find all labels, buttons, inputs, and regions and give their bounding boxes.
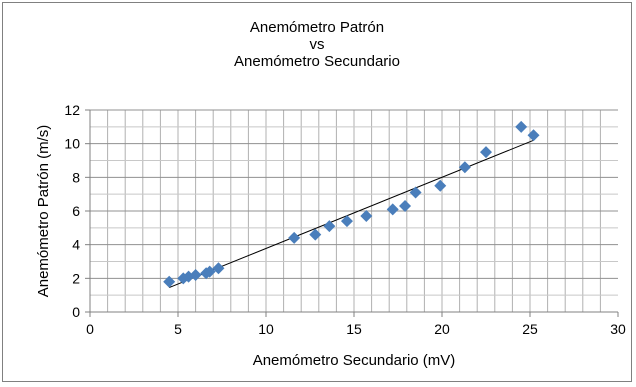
y-tick-label: 10 <box>64 136 80 152</box>
chart-title-line-3: Anemómetro Secundario <box>234 53 400 70</box>
trendline-layer <box>169 139 534 289</box>
axes <box>85 109 619 317</box>
data-point <box>203 265 216 278</box>
x-tick-label: 30 <box>610 321 626 337</box>
data-point <box>527 129 540 142</box>
data-point <box>309 228 322 241</box>
y-tick-label: 12 <box>64 102 80 118</box>
y-axis-title: Anemómetro Patrón (m/s) <box>35 125 52 298</box>
chart-area: Anemómetro Patrón vs Anemómetro Secundar… <box>2 2 632 382</box>
data-point <box>409 186 422 199</box>
trendline <box>169 139 534 289</box>
x-tick-label: 5 <box>174 321 182 337</box>
y-tick-label: 4 <box>72 237 80 253</box>
chart-title: Anemómetro Patrón vs Anemómetro Secundar… <box>3 19 631 70</box>
x-tick-label: 10 <box>258 321 274 337</box>
x-axis-title: Anemómetro Secundario (mV) <box>253 352 456 369</box>
data-points <box>163 120 540 288</box>
data-point <box>386 203 399 216</box>
y-tick-label: 0 <box>72 304 80 320</box>
data-point <box>323 220 336 233</box>
data-point <box>515 120 528 133</box>
data-point <box>340 215 353 228</box>
data-point <box>189 268 202 281</box>
x-tick-label: 15 <box>346 321 362 337</box>
x-tick-label: 25 <box>522 321 538 337</box>
data-point <box>480 146 492 159</box>
scatter-plot: 0 5 10 15 20 25 30 0 2 4 6 8 10 12 Anemómetro Secunda… <box>35 102 626 369</box>
chart-title-line-1: Anemómetro Patrón <box>249 19 385 36</box>
x-tick-label: 20 <box>434 321 450 337</box>
y-tick-label: 2 <box>72 270 80 286</box>
y-tick-label: 6 <box>72 203 80 219</box>
data-point <box>163 275 176 288</box>
chart-title-line-2: vs <box>309 36 325 53</box>
data-point <box>458 161 471 174</box>
data-point <box>212 262 225 275</box>
data-point <box>360 210 373 223</box>
x-tick-label: 0 <box>86 321 94 337</box>
data-point <box>288 231 301 244</box>
data-point <box>434 179 447 192</box>
tick-labels: 0 5 10 15 20 25 30 0 2 4 6 8 10 12 <box>64 102 626 337</box>
y-tick-label: 8 <box>72 169 80 185</box>
data-point <box>399 199 412 212</box>
gridlines <box>90 109 618 312</box>
